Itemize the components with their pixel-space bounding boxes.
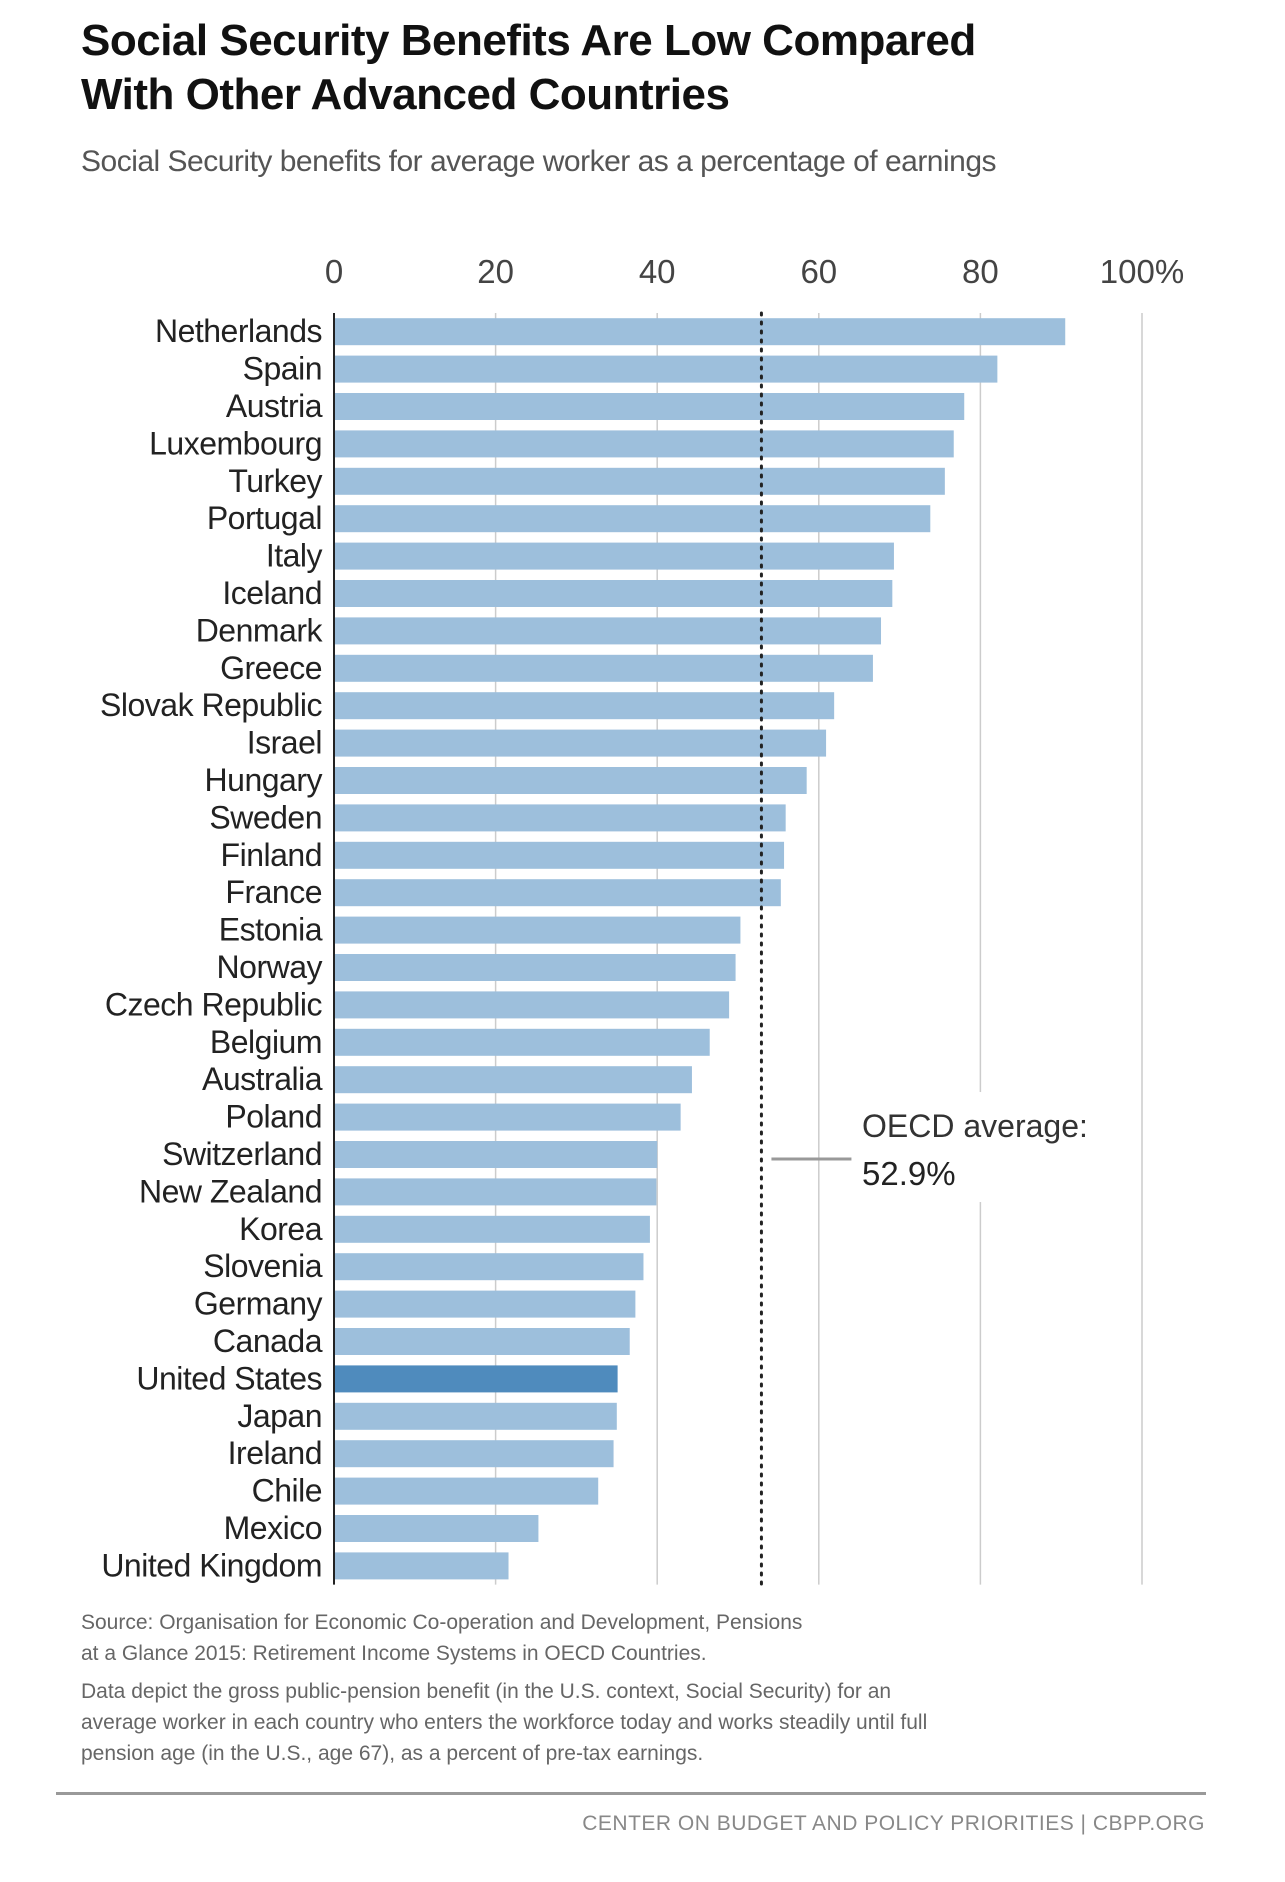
category-label: Luxembourg xyxy=(149,425,322,461)
source-line-1: Source: Organisation for Economic Co-ope… xyxy=(81,1611,803,1634)
oecd-average-label: OECD average: xyxy=(862,1108,1088,1144)
bar-estonia xyxy=(334,916,741,944)
bar-germany xyxy=(334,1290,636,1318)
category-label: Belgium xyxy=(210,1024,322,1060)
chart-title: Social Security Benefits Are Low Compare… xyxy=(81,14,976,122)
category-label: Australia xyxy=(202,1061,323,1097)
source-line-2: at a Glance 2015: Retirement Income Syst… xyxy=(81,1642,707,1665)
x-tick-label: 20 xyxy=(477,253,514,290)
category-label: Canada xyxy=(213,1323,323,1359)
bar-italy xyxy=(334,542,894,570)
annotation-background xyxy=(848,1092,1108,1203)
bar-spain xyxy=(334,355,998,383)
category-label: Greece xyxy=(220,650,322,686)
category-label: Norway xyxy=(217,949,323,985)
bar-denmark xyxy=(334,617,882,645)
category-label: Turkey xyxy=(228,463,322,499)
category-label: Israel xyxy=(247,725,322,761)
category-label: Czech Republic xyxy=(105,986,323,1022)
bar-korea xyxy=(334,1215,650,1243)
bar-united-states xyxy=(334,1365,618,1393)
category-label: Iceland xyxy=(222,575,322,611)
source-note: Source: Organisation for Economic Co-ope… xyxy=(81,1607,802,1669)
oecd-average-value: 52.9% xyxy=(862,1155,956,1192)
bar-belgium xyxy=(334,1028,710,1056)
category-label: Germany xyxy=(194,1286,323,1322)
chart-title-line-1: Social Security Benefits Are Low Compare… xyxy=(81,16,976,65)
bar-switzerland xyxy=(334,1141,658,1168)
footer-credit: CENTER ON BUDGET AND POLICY PRIORITIES |… xyxy=(582,1812,1205,1835)
category-label: Austria xyxy=(226,388,323,424)
category-label: Estonia xyxy=(219,912,323,948)
bar-slovak-republic xyxy=(334,692,835,720)
category-label: Hungary xyxy=(205,762,323,798)
category-label: Korea xyxy=(239,1211,323,1247)
data-note: Data depict the gross public-pension ben… xyxy=(81,1676,927,1769)
bar-slovenia xyxy=(334,1253,644,1281)
bar-hungary xyxy=(334,767,807,794)
bar-finland xyxy=(334,841,785,869)
category-label: Sweden xyxy=(209,799,322,835)
bar-mexico xyxy=(334,1515,539,1542)
category-label: New Zealand xyxy=(139,1173,322,1209)
bar-luxembourg xyxy=(334,430,954,458)
x-tick-label: 80 xyxy=(962,253,999,290)
bar-chile xyxy=(334,1477,599,1505)
bar-israel xyxy=(334,729,827,757)
bar-sweden xyxy=(334,804,786,832)
category-label: Japan xyxy=(237,1398,322,1434)
bar-australia xyxy=(334,1066,692,1094)
bar-czech-republic xyxy=(334,991,730,1019)
category-label: United States xyxy=(136,1360,322,1396)
category-label: Slovak Republic xyxy=(100,687,322,723)
bar-ireland xyxy=(334,1440,614,1468)
category-label: Finland xyxy=(221,837,322,873)
bar-portugal xyxy=(334,505,931,533)
bar-austria xyxy=(334,393,965,420)
bar-canada xyxy=(334,1328,630,1355)
bar-norway xyxy=(334,954,736,981)
category-label: Mexico xyxy=(224,1510,322,1546)
category-label: Spain xyxy=(243,351,322,387)
x-tick-label: 40 xyxy=(639,253,676,290)
category-label: France xyxy=(225,874,322,910)
bar-new-zealand xyxy=(334,1178,657,1206)
category-label: Switzerland xyxy=(162,1136,322,1172)
category-label: Chile xyxy=(252,1473,322,1509)
category-label: Italy xyxy=(266,538,323,574)
x-tick-label: 0 xyxy=(325,253,343,290)
data-note-line-2: average worker in each country who enter… xyxy=(81,1711,928,1734)
bar-japan xyxy=(334,1402,617,1430)
bar-poland xyxy=(334,1103,681,1131)
category-label: Slovenia xyxy=(203,1248,322,1284)
bar-netherlands xyxy=(334,318,1066,346)
chart-title-line-2: With Other Advanced Countries xyxy=(81,70,730,119)
bar-chart: 0 20 40 60 80 100% NetherlandsSpainAustriaLuxe… xyxy=(100,253,1184,1587)
footer-divider xyxy=(56,1792,1206,1795)
category-label: Portugal xyxy=(207,500,322,536)
data-note-line-3: pension age (in the U.S., age 67), as a … xyxy=(81,1742,704,1765)
category-label: Netherlands xyxy=(155,313,322,349)
x-tick-label: 100% xyxy=(1100,253,1184,290)
category-label: Ireland xyxy=(228,1435,322,1471)
bar-united-kingdom xyxy=(334,1552,509,1580)
chart-subtitle: Social Security benefits for average wor… xyxy=(81,145,997,178)
category-label: Denmark xyxy=(196,612,324,648)
data-note-line-1: Data depict the gross public-pension ben… xyxy=(81,1680,892,1703)
bar-iceland xyxy=(334,580,893,607)
bar-france xyxy=(334,879,781,907)
category-label: Poland xyxy=(225,1099,322,1135)
x-tick-label: 60 xyxy=(800,253,837,290)
bar-greece xyxy=(334,654,873,682)
bar-turkey xyxy=(334,467,945,495)
category-label: United Kingdom xyxy=(101,1547,322,1583)
